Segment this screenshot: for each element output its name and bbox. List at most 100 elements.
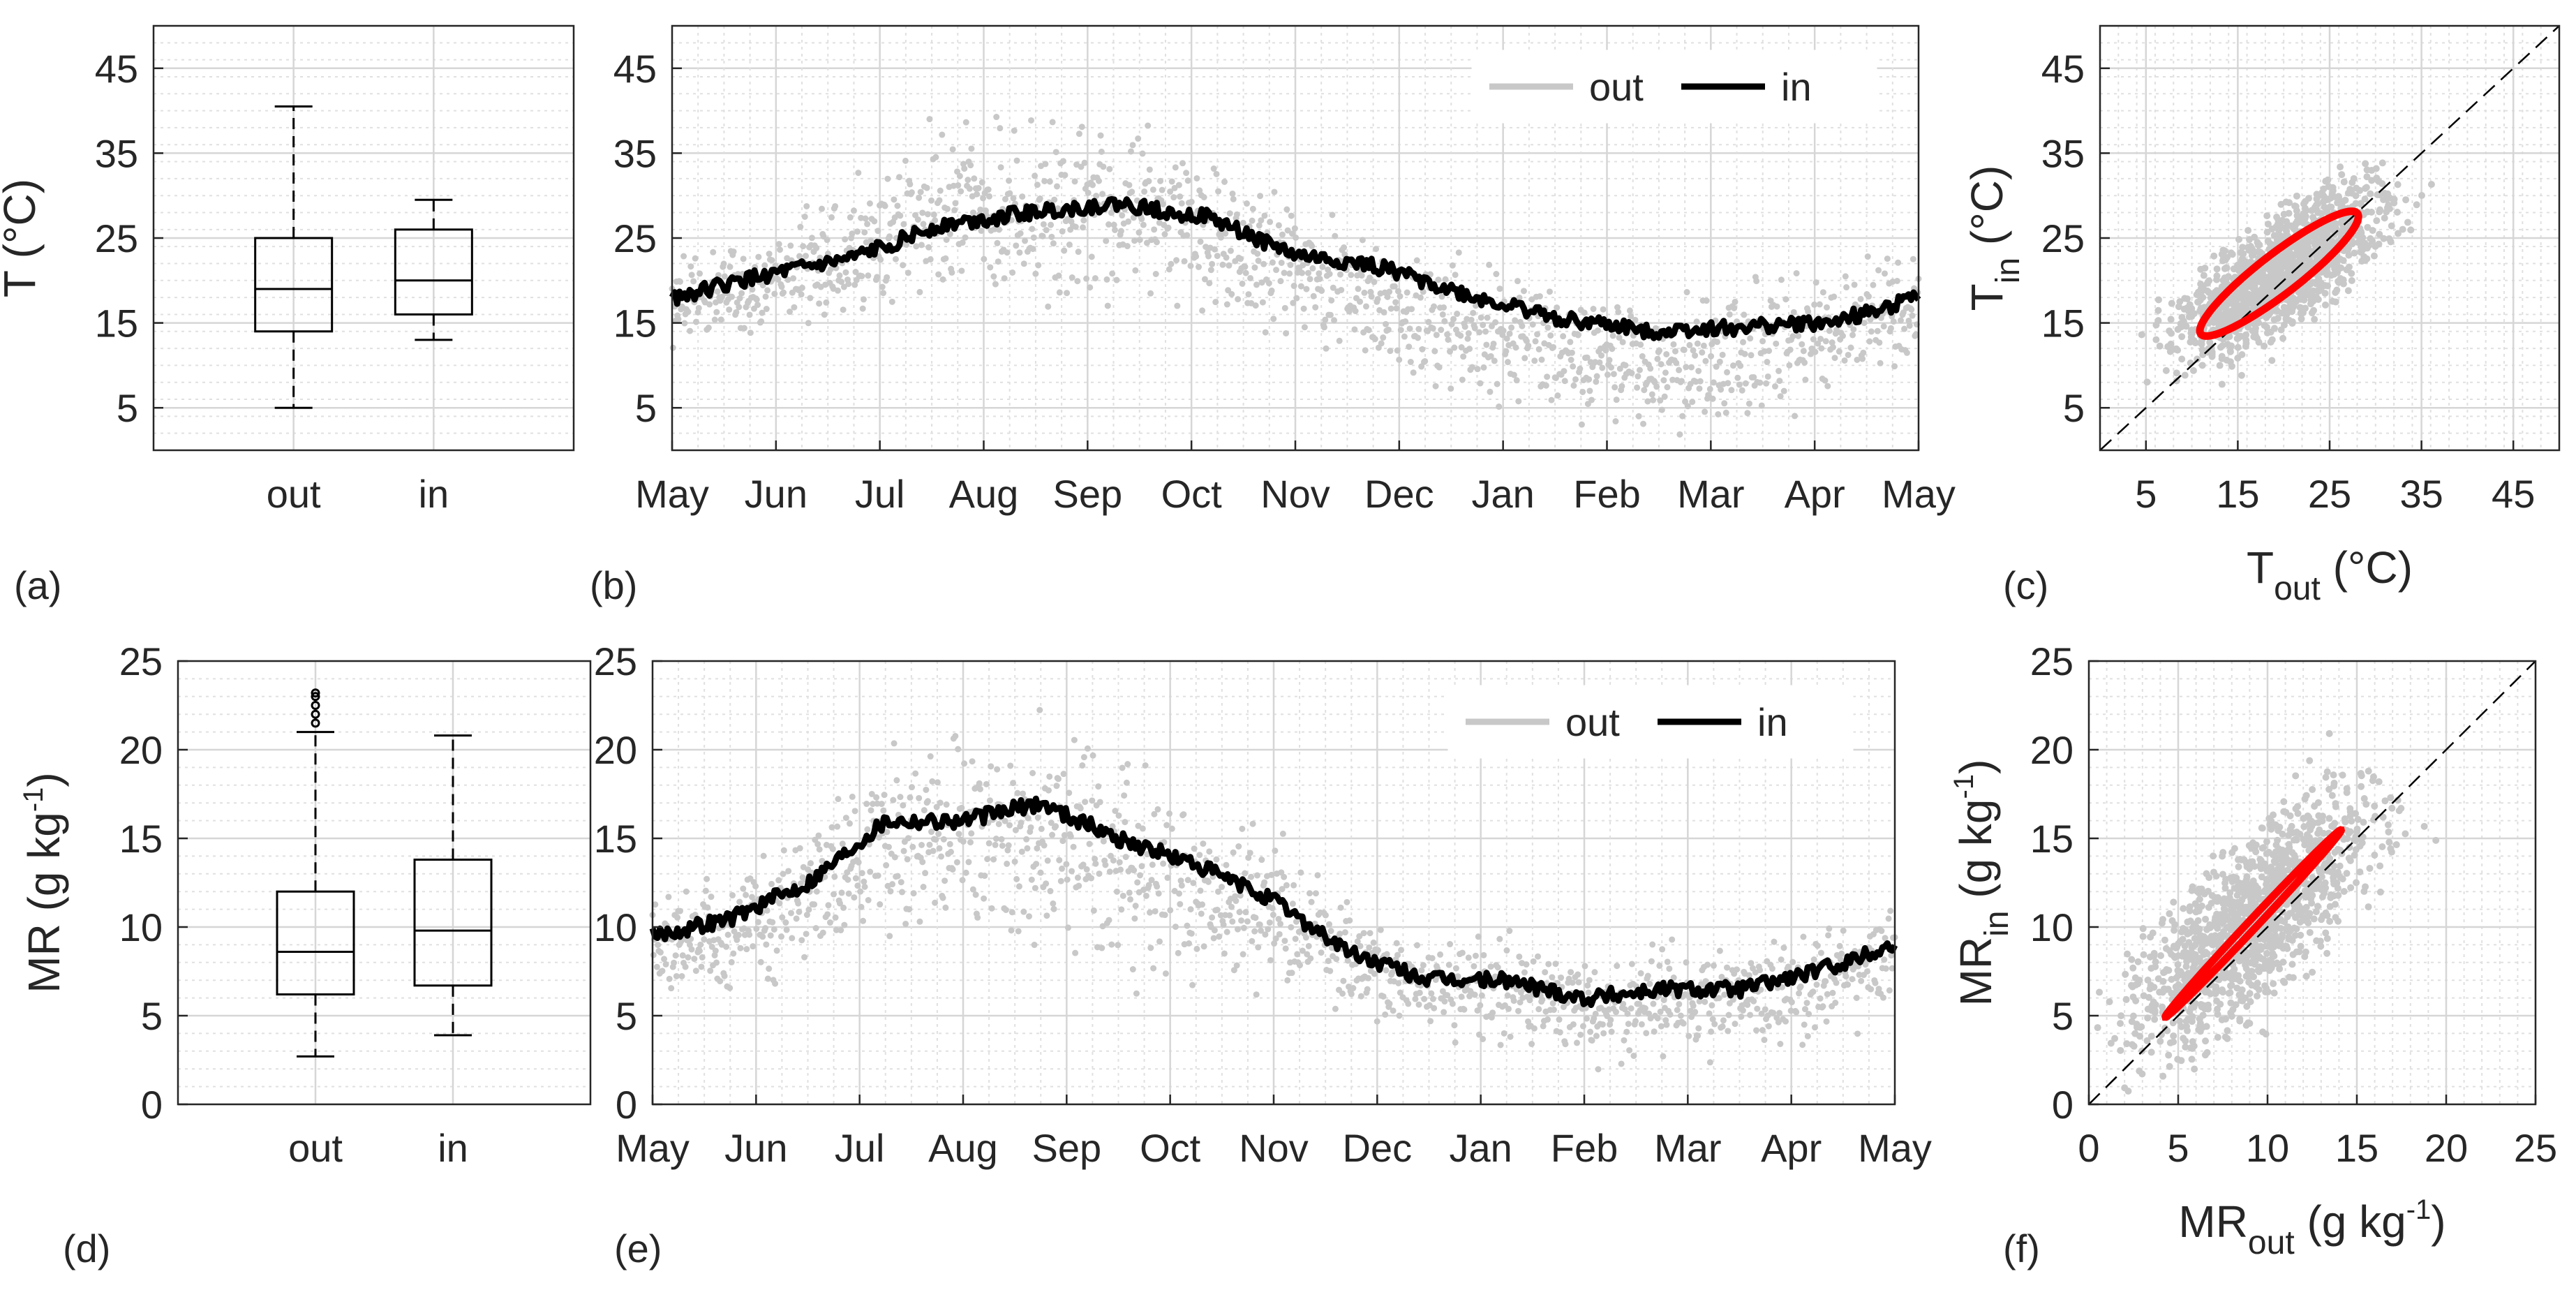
- out-data-point: [1370, 939, 1377, 946]
- out-data-point: [877, 901, 884, 908]
- ellipse-fit: [2196, 207, 2362, 340]
- out-data-point: [1574, 332, 1581, 339]
- out-data-point: [1201, 276, 1208, 283]
- out-data-point: [1277, 278, 1284, 285]
- scatter-point: [2255, 339, 2263, 346]
- out-data-point: [1476, 329, 1483, 336]
- scatter-point: [2369, 227, 2376, 235]
- out-data-point: [1829, 989, 1836, 996]
- out-data-point: [890, 796, 897, 803]
- out-data-point: [1365, 327, 1372, 334]
- out-data-point: [1875, 986, 1882, 993]
- out-data-point: [1032, 270, 1039, 277]
- out-data-point: [724, 931, 731, 938]
- out-data-point: [1116, 859, 1123, 866]
- out-data-point: [1083, 275, 1090, 282]
- scatter-point: [2323, 935, 2331, 942]
- out-data-point: [1709, 1016, 1716, 1023]
- out-data-point: [1185, 940, 1192, 947]
- scatter-point: [2295, 295, 2303, 303]
- out-data-point: [1378, 340, 1385, 347]
- out-data-point: [1664, 384, 1671, 391]
- out-data-point: [776, 900, 783, 907]
- out-data-point: [1397, 292, 1404, 299]
- out-data-point: [1550, 1007, 1557, 1014]
- out-data-point: [1850, 326, 1857, 333]
- out-data-point: [1122, 854, 1129, 861]
- scatter-point: [2402, 196, 2410, 204]
- out-data-point: [655, 942, 662, 949]
- out-data-point: [1059, 158, 1066, 165]
- out-data-point: [1612, 1009, 1619, 1016]
- out-data-point: [1709, 395, 1716, 402]
- y-tick-label: 5: [2063, 386, 2085, 430]
- scatter-point: [2378, 159, 2386, 167]
- scatter-point: [2363, 255, 2371, 262]
- out-data-point: [733, 309, 740, 316]
- out-data-point: [1454, 311, 1461, 318]
- out-data-point: [1618, 1060, 1625, 1067]
- out-data-point: [1662, 369, 1669, 376]
- out-data-point: [675, 316, 682, 323]
- out-data-point: [1329, 212, 1336, 218]
- out-data-point: [900, 802, 907, 809]
- out-data-point: [1880, 323, 1887, 330]
- out-data-point: [1433, 332, 1440, 339]
- out-data-point: [1876, 339, 1883, 346]
- out-data-point: [1577, 365, 1584, 372]
- out-data-point: [1043, 880, 1050, 887]
- out-data-point: [1377, 926, 1384, 933]
- out-data-point: [984, 856, 991, 863]
- out-data-point: [1471, 991, 1478, 998]
- out-data-point: [1639, 353, 1646, 360]
- out-data-point: [1064, 290, 1071, 297]
- out-data-point: [1606, 357, 1613, 364]
- outlier: [311, 718, 320, 728]
- out-data-point: [1080, 861, 1087, 868]
- out-data-point: [1818, 345, 1825, 352]
- out-data-point: [803, 202, 810, 209]
- out-data-point: [1545, 961, 1552, 968]
- out-data-point: [1373, 246, 1380, 253]
- out-data-point: [846, 820, 853, 827]
- out-data-point: [661, 956, 668, 963]
- out-data-point: [1222, 230, 1229, 237]
- out-data-point: [1706, 1010, 1713, 1017]
- out-data-point: [1637, 970, 1644, 977]
- out-data-point: [1542, 382, 1549, 389]
- out-data-point: [831, 873, 838, 880]
- scatter-point: [2332, 298, 2339, 306]
- out-data-point: [1371, 970, 1378, 977]
- out-data-point: [1089, 797, 1096, 804]
- out-data-point: [1121, 792, 1128, 799]
- scatter-point: [2218, 353, 2226, 360]
- out-data-point: [1284, 227, 1291, 234]
- out-data-point: [1237, 255, 1244, 262]
- out-data-point: [1210, 935, 1217, 942]
- out-data-point: [1289, 230, 1296, 237]
- out-data-point: [803, 931, 810, 937]
- out-data-point: [1822, 978, 1829, 985]
- out-data-point: [1750, 373, 1757, 380]
- out-data-point: [1856, 971, 1863, 978]
- out-data-point: [1630, 1052, 1637, 1059]
- y-tick-label: 45: [613, 47, 657, 91]
- out-data-point: [1209, 260, 1216, 267]
- out-data-point: [1269, 259, 1276, 266]
- out-data-point: [1635, 413, 1642, 420]
- scatter-point: [2270, 980, 2277, 988]
- out-data-point: [1159, 201, 1166, 208]
- out-data-point: [842, 236, 849, 243]
- out-data-point: [1099, 944, 1105, 951]
- out-data-point: [1014, 790, 1021, 796]
- out-data-point: [1439, 311, 1446, 318]
- out-data-point: [1357, 993, 1364, 1000]
- out-data-point: [1048, 221, 1055, 228]
- out-data-point: [1504, 992, 1511, 999]
- scatter-point: [2321, 290, 2329, 297]
- out-data-point: [790, 275, 797, 282]
- out-data-point: [1897, 317, 1904, 324]
- scatter-point: [2203, 287, 2211, 295]
